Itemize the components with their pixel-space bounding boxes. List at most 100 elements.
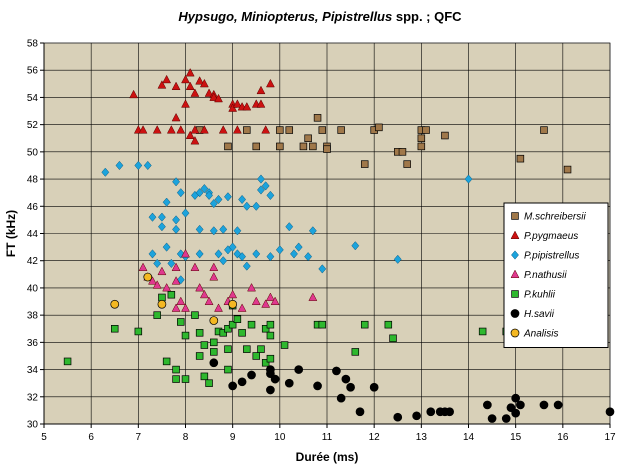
data-point [177, 318, 185, 326]
data-point [181, 99, 190, 108]
data-point [195, 352, 204, 360]
y-tick-label: 38 [27, 311, 39, 322]
data-point [134, 160, 143, 171]
data-point [285, 222, 294, 232]
legend-marker [510, 309, 520, 318]
data-point [190, 262, 200, 271]
data-point [265, 292, 275, 301]
data-point [276, 126, 284, 134]
legend-item: P.kuhlii [511, 290, 556, 301]
data-point [115, 160, 124, 171]
data-point [171, 303, 181, 312]
y-tick-label: 44 [27, 229, 39, 240]
data-point [266, 331, 275, 340]
data-point [199, 125, 209, 134]
data-point [143, 160, 152, 171]
data-point [261, 325, 270, 333]
data-point [190, 136, 200, 145]
series-m-schreibersii [195, 114, 572, 174]
legend-marker [510, 269, 520, 278]
data-point [157, 299, 167, 309]
legend-label: M.schreibersii [524, 212, 586, 223]
data-point [257, 185, 265, 195]
data-point [294, 242, 303, 252]
data-point [323, 145, 331, 153]
data-point [252, 142, 261, 151]
data-point [214, 249, 223, 259]
data-point [153, 311, 161, 319]
y-tick-label: 30 [27, 420, 39, 431]
data-point [138, 125, 148, 134]
data-point [172, 215, 180, 225]
data-point [445, 407, 454, 417]
data-point [224, 142, 232, 151]
data-point [171, 112, 181, 122]
data-point [393, 412, 403, 422]
y-tick-label: 32 [27, 392, 39, 403]
data-point [228, 299, 238, 309]
data-point [261, 181, 270, 191]
data-point [209, 92, 219, 101]
data-point [341, 374, 351, 384]
data-point [332, 366, 341, 376]
data-point [190, 88, 200, 97]
data-point [237, 377, 247, 387]
data-point [384, 320, 393, 329]
data-point [176, 296, 186, 305]
data-point [309, 142, 317, 151]
data-point [243, 126, 251, 134]
chart-title-part: Hypsugo, Miniopterus, Pipistrellus [178, 9, 392, 24]
data-point [483, 400, 492, 410]
data-point [209, 316, 219, 325]
data-point [256, 99, 266, 108]
data-point [200, 341, 209, 349]
data-point [553, 400, 563, 410]
data-point [280, 341, 289, 349]
data-point [162, 282, 172, 292]
data-point [171, 262, 181, 271]
data-point [195, 282, 205, 292]
data-point [171, 276, 181, 285]
data-point [318, 264, 327, 274]
data-point [389, 334, 397, 343]
data-point [266, 190, 275, 200]
x-tick-label: 12 [369, 432, 381, 443]
x-tick-label: 15 [510, 432, 522, 443]
x-tick-label: 14 [463, 432, 475, 443]
x-tick-label: 10 [274, 432, 286, 443]
data-point [563, 165, 572, 174]
data-point [224, 192, 232, 202]
data-point [252, 352, 261, 360]
y-axis-label: FT (kHz) [4, 210, 18, 257]
data-point [422, 126, 430, 134]
data-point [181, 331, 190, 340]
data-point [210, 338, 218, 347]
data-point [157, 212, 166, 222]
data-point [228, 289, 238, 299]
data-point [162, 242, 171, 252]
data-point [148, 212, 157, 222]
data-point [247, 370, 256, 380]
legend-marker [510, 230, 520, 239]
data-point [209, 358, 219, 368]
data-point [228, 381, 238, 391]
x-axis-label: Durée (ms) [296, 450, 359, 464]
data-point [158, 293, 166, 302]
y-tick-label: 42 [27, 256, 39, 267]
series-p-kuhlii [63, 290, 510, 387]
data-point [172, 224, 180, 235]
data-point [257, 174, 265, 184]
data-point [181, 303, 190, 312]
data-point [266, 354, 275, 363]
x-tick-label: 17 [604, 432, 616, 443]
data-point [256, 85, 266, 95]
data-point [172, 375, 180, 383]
data-point [238, 194, 247, 205]
x-tick-label: 13 [416, 432, 428, 443]
data-point [199, 78, 209, 88]
data-point [426, 407, 436, 417]
y-tick-label: 34 [27, 365, 39, 376]
data-point [417, 134, 426, 143]
data-point [375, 123, 383, 132]
